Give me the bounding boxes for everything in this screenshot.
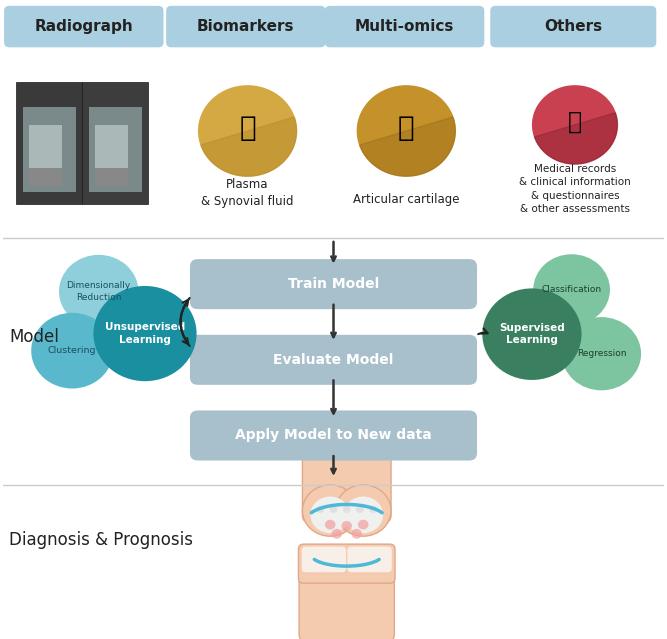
- Circle shape: [356, 505, 364, 513]
- FancyBboxPatch shape: [190, 410, 477, 461]
- Circle shape: [93, 286, 197, 381]
- Text: Model: Model: [9, 328, 59, 346]
- Circle shape: [329, 505, 338, 513]
- Circle shape: [358, 520, 369, 530]
- Text: Classification: Classification: [542, 285, 602, 294]
- Bar: [3, 238, 664, 485]
- Text: Train Model: Train Model: [288, 277, 379, 291]
- Bar: [23, 107, 75, 192]
- Circle shape: [343, 505, 351, 513]
- FancyBboxPatch shape: [299, 566, 394, 639]
- Text: Radiograph: Radiograph: [35, 19, 133, 34]
- Circle shape: [533, 254, 610, 325]
- Circle shape: [482, 288, 582, 380]
- Text: Evaluate Model: Evaluate Model: [273, 353, 394, 367]
- Text: Multi-omics: Multi-omics: [355, 19, 454, 34]
- Circle shape: [562, 317, 641, 390]
- Text: Articular cartilage: Articular cartilage: [353, 193, 460, 206]
- Circle shape: [357, 85, 456, 177]
- Bar: [29, 167, 62, 186]
- Polygon shape: [201, 117, 297, 176]
- Text: Biomarkers: Biomarkers: [197, 19, 295, 34]
- Circle shape: [198, 85, 297, 177]
- FancyBboxPatch shape: [490, 6, 656, 47]
- Circle shape: [310, 497, 350, 533]
- Circle shape: [532, 85, 618, 164]
- Text: Others: Others: [544, 19, 602, 34]
- Circle shape: [31, 313, 113, 389]
- FancyBboxPatch shape: [298, 544, 395, 583]
- Text: 🧬: 🧬: [398, 114, 415, 142]
- FancyBboxPatch shape: [166, 6, 325, 47]
- Text: Diagnosis & Prognosis: Diagnosis & Prognosis: [9, 531, 193, 549]
- Circle shape: [302, 485, 358, 536]
- Text: Regression: Regression: [577, 349, 626, 358]
- FancyBboxPatch shape: [301, 546, 346, 572]
- FancyBboxPatch shape: [4, 6, 163, 47]
- Bar: [82, 82, 148, 204]
- Text: 🩸: 🩸: [239, 114, 256, 142]
- Circle shape: [370, 505, 377, 513]
- FancyBboxPatch shape: [348, 546, 392, 572]
- Text: Apply Model to New data: Apply Model to New data: [235, 429, 432, 442]
- Circle shape: [342, 521, 352, 531]
- FancyBboxPatch shape: [302, 447, 391, 523]
- FancyBboxPatch shape: [190, 259, 477, 309]
- Circle shape: [352, 529, 362, 539]
- FancyBboxPatch shape: [325, 6, 484, 47]
- Bar: [16, 82, 82, 204]
- Polygon shape: [360, 117, 456, 176]
- Text: 🏥: 🏥: [568, 110, 582, 134]
- Text: Plasma
& Synovial fluid: Plasma & Synovial fluid: [201, 178, 293, 208]
- Text: Medical records
& clinical information
& questionnaires
& other assessments: Medical records & clinical information &…: [519, 164, 631, 214]
- Polygon shape: [534, 112, 618, 164]
- Text: Supervised
Learning: Supervised Learning: [499, 323, 565, 346]
- Bar: [3, 42, 664, 238]
- Bar: [3, 485, 664, 613]
- Bar: [95, 167, 129, 186]
- Circle shape: [331, 529, 342, 539]
- Circle shape: [316, 505, 324, 513]
- Bar: [95, 125, 129, 167]
- Text: Clustering: Clustering: [48, 346, 97, 355]
- Circle shape: [344, 497, 383, 533]
- Circle shape: [325, 520, 336, 530]
- Circle shape: [336, 485, 391, 536]
- Circle shape: [59, 255, 138, 328]
- FancyBboxPatch shape: [190, 335, 477, 385]
- Text: Unsupervised
Learning: Unsupervised Learning: [105, 322, 185, 345]
- Text: Dimensionally
Reduction: Dimensionally Reduction: [67, 281, 131, 302]
- Bar: [89, 107, 141, 192]
- Bar: [29, 125, 62, 167]
